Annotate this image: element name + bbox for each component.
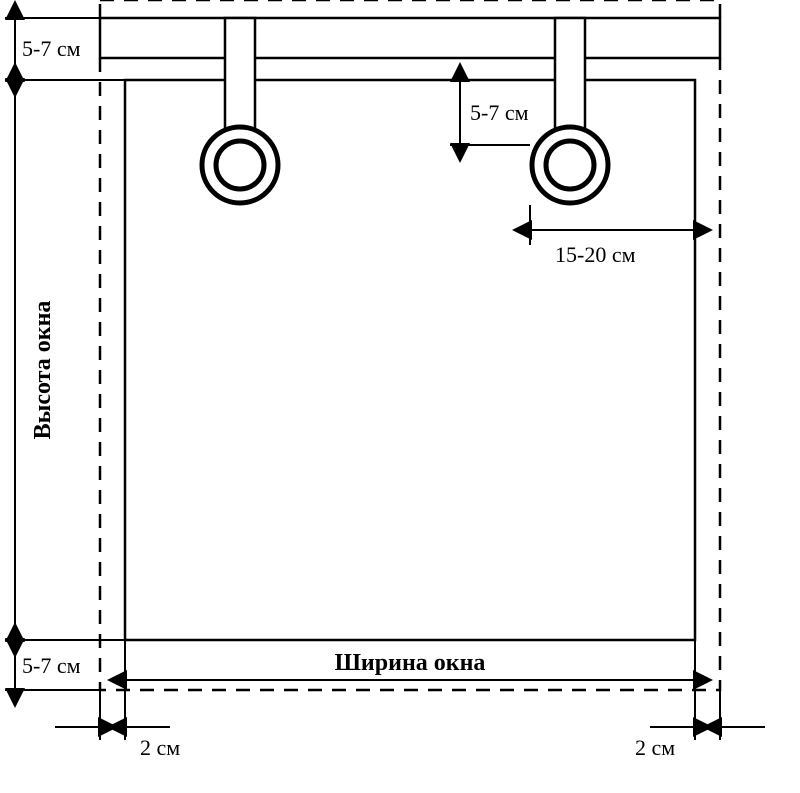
label-ring-spacing: 15-20 см <box>555 242 636 267</box>
label-side-gap-right: 2 см <box>635 735 675 760</box>
label-window-height: Высота окна <box>30 301 56 440</box>
curtain-measurement-diagram: 5-7 см Высота окна 5-7 см 5-7 см 15-20 с… <box>0 0 800 793</box>
curtain-rod <box>100 18 720 58</box>
label-top-gap: 5-7 см <box>22 36 81 61</box>
label-ring-drop: 5-7 см <box>470 100 529 125</box>
curtain-rings <box>202 127 608 203</box>
label-side-gap-left: 2 см <box>140 735 180 760</box>
dim-left-column <box>5 18 125 690</box>
dim-side-gaps <box>55 690 765 740</box>
label-bottom-gap: 5-7 см <box>22 653 81 678</box>
curtain-straps <box>225 18 585 130</box>
window-opening-dashed <box>100 58 720 690</box>
label-window-width: Ширина окна <box>335 650 486 676</box>
